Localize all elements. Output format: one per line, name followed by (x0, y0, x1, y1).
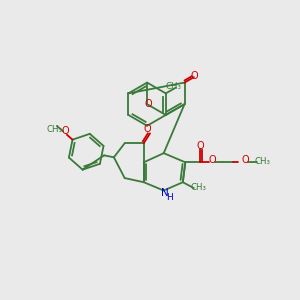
Text: O: O (208, 155, 216, 165)
Text: O: O (196, 141, 204, 151)
Text: CH₃: CH₃ (254, 157, 271, 166)
Text: O: O (61, 126, 69, 136)
Text: CH₃: CH₃ (191, 183, 207, 192)
Text: O: O (144, 99, 152, 109)
Text: N: N (161, 188, 168, 198)
Text: O: O (241, 155, 249, 165)
Text: CH₃: CH₃ (46, 125, 62, 134)
Text: CH₃: CH₃ (165, 82, 182, 91)
Text: O: O (144, 124, 151, 134)
Text: O: O (191, 71, 199, 81)
Text: H: H (166, 194, 173, 202)
